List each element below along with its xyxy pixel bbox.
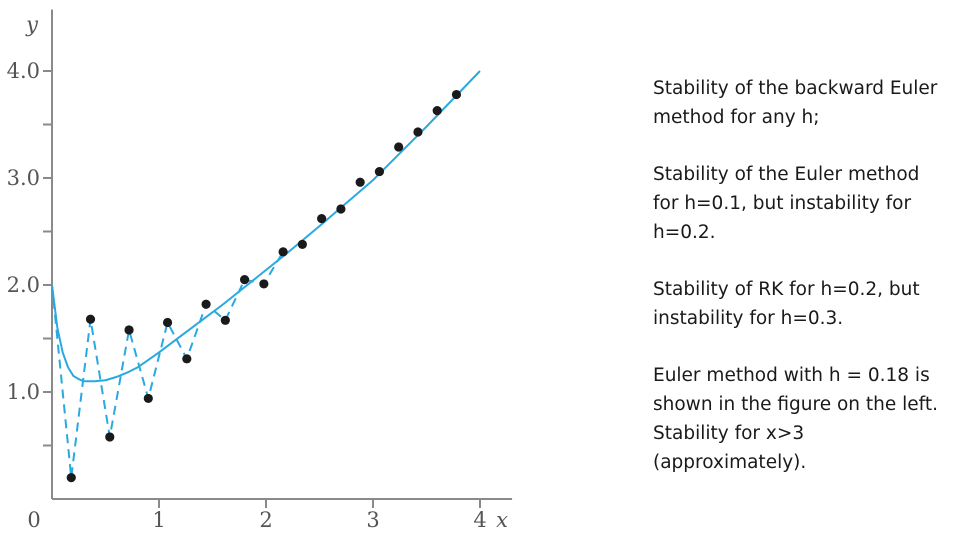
euler-point xyxy=(297,239,307,249)
note-backward-euler: Stability of the backward Euler method f… xyxy=(653,78,938,128)
euler-point xyxy=(374,166,385,177)
euler-point xyxy=(278,247,288,257)
note-euler: Stability of the Euler method for h=0.1,… xyxy=(653,164,920,243)
euler-point xyxy=(182,354,192,364)
y-tick-label: 2.0 xyxy=(7,273,40,297)
note-figure-description: Euler method with h = 0.18 is shown in t… xyxy=(653,365,938,473)
euler-point xyxy=(336,204,346,214)
y-tick-label: 1.0 xyxy=(7,380,40,404)
solution-plot: 0 1 2 3 4 1.0 2.0 3.0 4.0 y x xyxy=(7,9,513,533)
euler-point xyxy=(259,279,269,289)
euler-point xyxy=(162,317,173,328)
euler-point xyxy=(451,89,462,100)
x-tick-label: 0 xyxy=(27,508,40,532)
euler-point xyxy=(66,473,76,483)
x-axis-label: x xyxy=(496,508,508,532)
euler-point xyxy=(124,325,134,335)
euler-point xyxy=(317,214,327,224)
y-tick-label: 3.0 xyxy=(7,166,40,190)
x-tick-label: 3 xyxy=(366,508,379,532)
x-tick-label: 4 xyxy=(473,508,486,532)
euler-point xyxy=(105,432,115,442)
euler-point xyxy=(432,105,442,116)
exact-solution-line xyxy=(51,70,481,383)
euler-dashed-line xyxy=(51,251,284,479)
axes xyxy=(51,9,513,500)
euler-point xyxy=(85,314,96,324)
euler-point xyxy=(143,393,153,404)
series-layer xyxy=(51,70,481,483)
x-tick-label: 2 xyxy=(259,508,272,532)
y-tick-label: 4.0 xyxy=(7,59,40,83)
notes-panel: Stability of the backward Euler method f… xyxy=(653,74,943,505)
euler-point xyxy=(394,142,404,152)
euler-point xyxy=(413,127,423,137)
euler-point xyxy=(355,177,365,187)
euler-point xyxy=(240,275,250,285)
euler-point xyxy=(201,299,211,309)
y-axis-label: y xyxy=(25,13,39,37)
x-tick-label: 1 xyxy=(152,508,165,532)
ticks: 0 1 2 3 4 1.0 2.0 3.0 4.0 y x xyxy=(7,13,509,533)
note-runge-kutta: Stability of RK for h=0.2, but instabili… xyxy=(653,279,920,329)
euler-point xyxy=(220,315,230,325)
